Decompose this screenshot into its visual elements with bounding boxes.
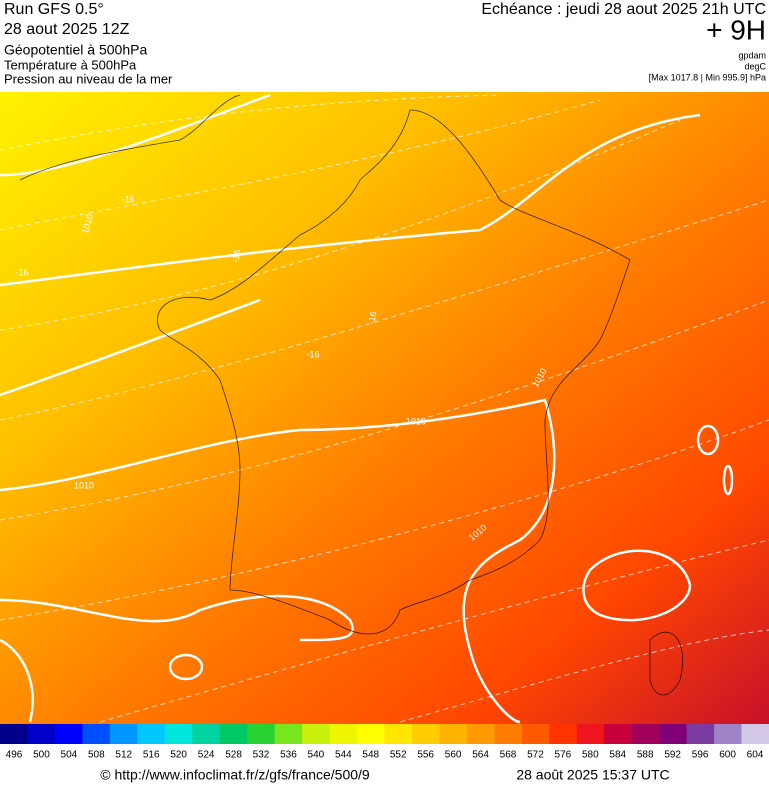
contour-label: -16 [306, 349, 319, 359]
unit-label: gpdam [738, 50, 766, 60]
colorbar-swatch [659, 724, 688, 744]
colorbar-label: 560 [445, 750, 462, 761]
colorbar-swatch [714, 724, 743, 744]
colorbar-label: 584 [609, 750, 626, 761]
colorbar-label: 576 [555, 750, 572, 761]
colorbar-swatch [631, 724, 660, 744]
colorbar-swatch [27, 724, 56, 744]
colorbar-swatch [357, 724, 385, 744]
colorbar-label: 596 [692, 750, 709, 761]
contour-label: -16 [230, 249, 242, 264]
colorbar-label: 552 [390, 750, 407, 761]
colorbar-label: 524 [198, 750, 215, 761]
colorbar-swatch [247, 724, 276, 744]
colorbar-label: 516 [143, 750, 160, 761]
layer-label: Géopotentiel à 500hPa [4, 42, 147, 58]
lead-time: + 9H [706, 14, 766, 45]
colorbar-label: 556 [417, 750, 434, 761]
colorbar-swatch [466, 724, 495, 744]
contour-label: -16 [121, 194, 134, 204]
colorbar-swatch [521, 724, 550, 744]
run-title: Run GFS 0.5° [4, 1, 104, 18]
colorbar-label: 536 [280, 750, 297, 761]
colorbar-swatch [741, 724, 769, 744]
colorbar-swatch [302, 724, 331, 744]
colorbar-swatch [0, 724, 28, 744]
colorbar-swatch [164, 724, 193, 744]
colorbar-swatch [494, 724, 523, 744]
contour-label: 1010 [74, 480, 94, 490]
source-url: © http://www.infoclimat.fr/z/gfs/france/… [100, 767, 370, 783]
colorbar-swatch [549, 724, 578, 744]
colorbar-label: 600 [719, 750, 736, 761]
contour-label: -16 [15, 267, 28, 277]
map-field [0, 92, 769, 724]
colorbar-label: 528 [225, 750, 242, 761]
colorbar-label: 512 [115, 750, 132, 761]
colorbar-swatch [54, 724, 83, 744]
colorbar-label: 544 [335, 750, 352, 761]
colorbar-swatch [192, 724, 221, 744]
colorbar-swatch [384, 724, 413, 744]
colorbar-swatch [439, 724, 468, 744]
colorbar-swatch [411, 724, 440, 744]
valid-time: Echéance : jeudi 28 aout 2025 21h UTC [481, 1, 766, 18]
colorbar-label: 604 [747, 750, 764, 761]
colorbar-swatch [109, 724, 138, 744]
run-date: 28 aout 2025 12Z [4, 21, 130, 38]
colorbar-label: 580 [582, 750, 599, 761]
unit-label: degC [744, 61, 766, 71]
colorbar-label: 572 [527, 750, 544, 761]
colorbar-label: 588 [637, 750, 654, 761]
colorbar-label: 568 [500, 750, 517, 761]
pressure-range: [Max 1017.8 | Min 995.9] hPa [649, 72, 766, 82]
colorbar-swatch [219, 724, 248, 744]
colorbar-label: 496 [6, 750, 23, 761]
colorbar-label: 520 [170, 750, 187, 761]
colorbar-label: 500 [33, 750, 50, 761]
layer-label: Pression au niveau de la mer [4, 71, 173, 86]
contour-label: -16 [366, 311, 378, 326]
colorbar-label: 540 [308, 750, 325, 761]
colorbar-swatch [274, 724, 303, 744]
coastlines [19, 94, 684, 696]
colorbar-swatch [576, 724, 605, 744]
generated-time: 28 août 2025 15:37 UTC [516, 767, 669, 783]
colorbar-swatch [604, 724, 633, 744]
contour-label: 1010 [406, 416, 426, 426]
colorbar-label: 508 [88, 750, 105, 761]
colorbar-label: 564 [472, 750, 489, 761]
colorbar-label: 548 [362, 750, 379, 761]
colorbar-swatch [686, 724, 715, 744]
colorbar-swatch [137, 724, 166, 744]
colorbar-label: 504 [61, 750, 78, 761]
colorbar-swatch [329, 724, 358, 744]
colorbar-label: 592 [664, 750, 681, 761]
colorbar-swatch [82, 724, 111, 744]
colorbar: 496 500 504 508 512 516 520 524 528 532 536 540 544 5… [0, 724, 769, 761]
colorbar-label: 532 [253, 750, 270, 761]
layer-label: Température à 500hPa [4, 57, 137, 72]
